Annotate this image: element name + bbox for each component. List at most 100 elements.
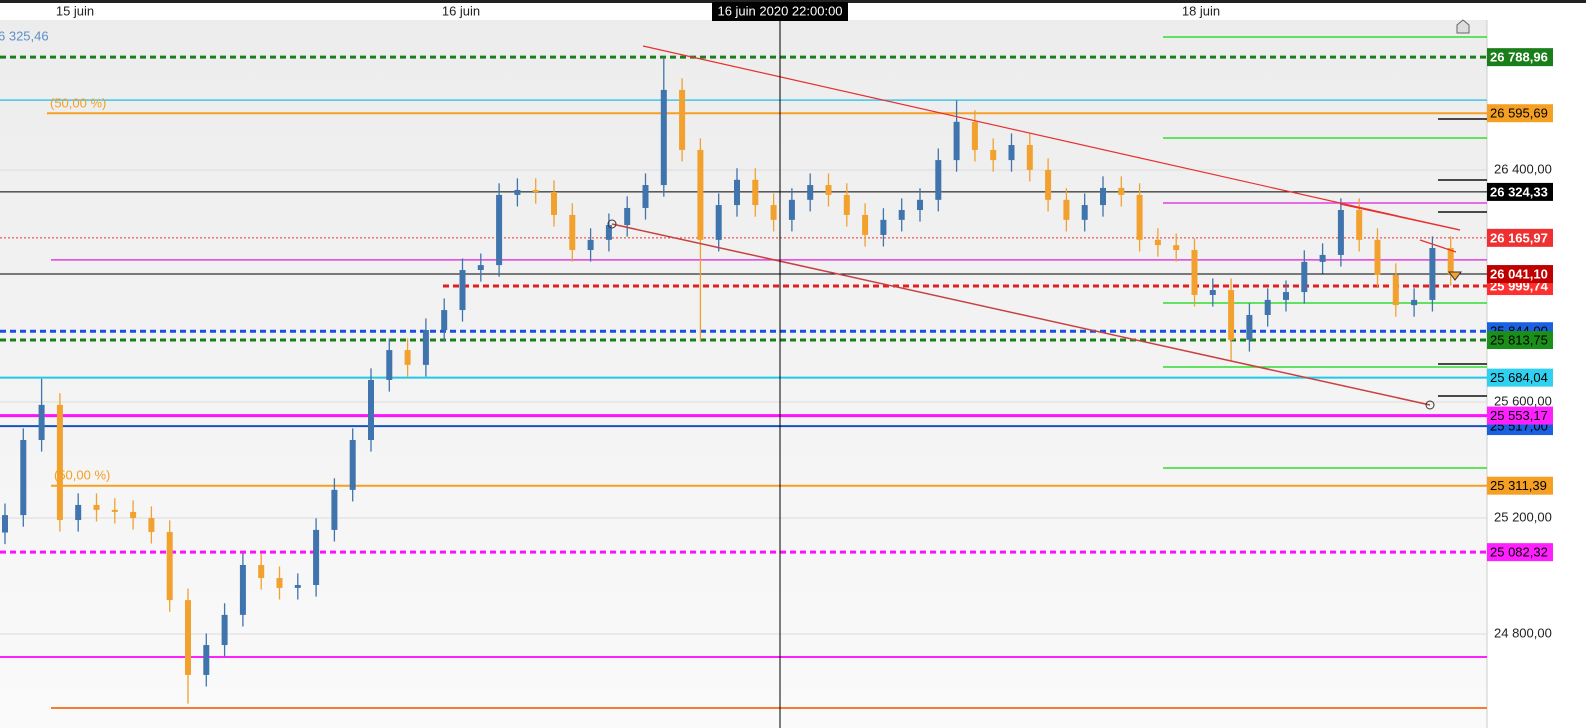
candle-body (386, 350, 393, 380)
candle-body (276, 578, 283, 588)
price-tag-label: 26 788,96 (1490, 50, 1548, 65)
candle-body (441, 310, 448, 331)
price-tag-label: 25 553,17 (1490, 408, 1548, 423)
price-tag (1487, 104, 1553, 123)
candle-body (20, 439, 27, 516)
candle-body (56, 404, 63, 521)
candle-body (532, 189, 539, 193)
price-tag (1487, 476, 1553, 495)
candle-body (624, 207, 631, 226)
candle-body (1118, 187, 1125, 195)
price-tag-label: 25 684,04 (1490, 370, 1548, 385)
candle-body (1264, 299, 1271, 315)
price-marker (1448, 271, 1462, 281)
candle-body (496, 194, 503, 266)
candle-body (1081, 205, 1088, 220)
candle-body (258, 564, 265, 579)
candle-body (1246, 314, 1253, 340)
candle-body (862, 214, 869, 235)
candle-body (203, 645, 210, 675)
price-tag (1487, 406, 1553, 425)
candle-body (825, 185, 832, 195)
annotation: (50,00 %) (50, 95, 106, 110)
candle-body (1209, 290, 1216, 295)
candle-body (697, 149, 704, 240)
x-tick-label: 15 juin (56, 3, 94, 18)
crosshair-tag (712, 2, 848, 21)
top-border (0, 0, 1586, 3)
price-tag (1487, 228, 1553, 247)
candle-body (935, 160, 942, 200)
candle-body (130, 511, 137, 519)
candle-body (1063, 199, 1070, 220)
price-tag-label: 25 311,39 (1490, 478, 1547, 493)
candle-body (1429, 247, 1436, 300)
grid (0, 169, 1487, 635)
candle-body (111, 509, 118, 512)
candle-body (551, 192, 557, 215)
crosshair-label: 16 juin 2020 22:00:00 (717, 3, 842, 18)
candle-body (148, 518, 155, 532)
candle-body (1283, 292, 1289, 300)
candle-body (368, 379, 374, 440)
candle-body (1392, 274, 1399, 306)
y-tick-label: 25 600,00 (1494, 393, 1552, 408)
y-tick-label: 25 200,00 (1494, 509, 1552, 524)
candle-body (294, 585, 301, 588)
trendlines (607, 45, 1462, 410)
trendline (1419, 239, 1457, 253)
y-tick-label: 26 400,00 (1494, 161, 1552, 176)
x-tick-label: 16 juin (442, 3, 480, 18)
plot-background (0, 0, 1487, 728)
candle-body (1136, 194, 1143, 240)
candle-body (642, 185, 649, 208)
candle-body (2, 515, 8, 533)
candle-body (715, 205, 722, 240)
candle-body (459, 270, 466, 311)
candle-body (1337, 209, 1344, 255)
candle-body (1301, 261, 1308, 293)
price-tag (1487, 48, 1553, 67)
candle-body (587, 239, 594, 251)
candle-body (807, 185, 814, 200)
candle-body (1447, 247, 1454, 275)
candle-body (1356, 209, 1363, 240)
candle-body (569, 214, 576, 251)
anchor (607, 219, 617, 229)
candle-body (422, 330, 429, 365)
candle-body (185, 600, 191, 675)
candle-body (1374, 239, 1381, 275)
price-tag-label: 26 165,97 (1490, 230, 1548, 245)
candle-body (349, 439, 356, 490)
candle-body (605, 225, 612, 240)
candle-body (166, 531, 173, 601)
candle-body (477, 265, 484, 271)
candle-body (1411, 299, 1418, 306)
candle-body (1173, 245, 1180, 251)
candle-body (898, 209, 905, 220)
candle-body (1191, 250, 1198, 295)
marker-ticks (1438, 118, 1487, 397)
trendline (642, 45, 1461, 231)
candle-body (1228, 290, 1235, 340)
corner-label: 6 325,46 (0, 28, 49, 43)
x-tick-label: 18 juin (1182, 3, 1220, 18)
candle-body (752, 179, 759, 206)
candle-body (660, 89, 667, 186)
candle-body (734, 179, 740, 206)
candle-body (93, 504, 100, 510)
price-tag (1487, 330, 1553, 349)
price-tag-label: 26 324,33 (1490, 184, 1548, 199)
candle-body (770, 205, 777, 220)
candle-body (953, 121, 960, 161)
price-tag (1487, 368, 1553, 387)
trendline (1339, 203, 1461, 231)
candles (2, 57, 1454, 704)
candle-body (75, 504, 82, 521)
fib-lines (1163, 36, 1487, 469)
price-tag (1487, 265, 1553, 284)
labels: 24 800,00 25 200,00 25 600,00 26 400,00 15 j… (0, 2, 1552, 640)
candle-body (990, 149, 997, 161)
annotation: (50,00 %) (54, 467, 110, 482)
